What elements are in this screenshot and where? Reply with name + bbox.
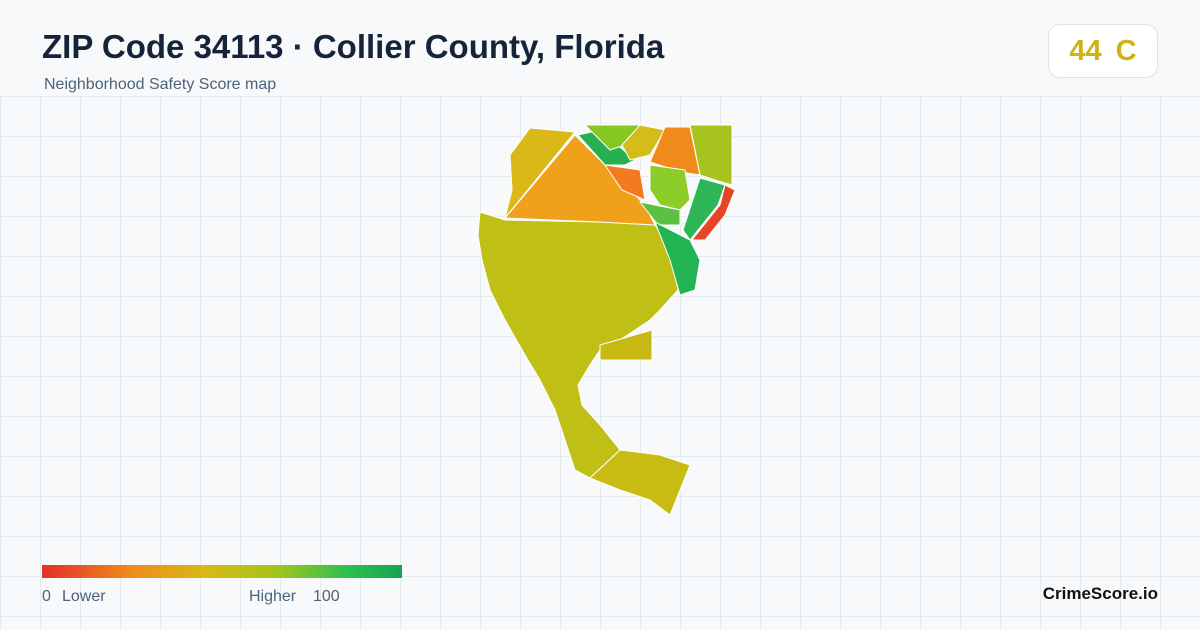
legend-max-label: Higher bbox=[249, 588, 297, 605]
legend-min-label: Lower bbox=[62, 588, 106, 605]
region bbox=[639, 201, 681, 226]
region bbox=[689, 124, 733, 186]
region bbox=[504, 127, 576, 219]
legend-max: 100 bbox=[313, 588, 340, 605]
header: ZIP Code 34113 · Collier County, Florida… bbox=[0, 0, 1200, 96]
region bbox=[649, 126, 701, 176]
region bbox=[649, 164, 691, 211]
region bbox=[604, 164, 646, 201]
region bbox=[621, 124, 666, 161]
legend-min: 0 bbox=[42, 588, 51, 605]
score-badge: 44 C bbox=[1048, 24, 1158, 78]
score: 44 bbox=[1069, 34, 1102, 67]
region bbox=[599, 329, 653, 361]
region bbox=[589, 449, 691, 516]
brand: CrimeScore.io bbox=[1042, 584, 1158, 603]
title: ZIP Code 34113 · Collier County, Florida bbox=[42, 28, 665, 65]
region bbox=[654, 221, 701, 296]
legend-gradient bbox=[42, 565, 402, 578]
grade: C bbox=[1115, 34, 1137, 67]
subtitle: Neighborhood Safety Score map bbox=[44, 76, 277, 93]
region bbox=[682, 177, 726, 241]
region bbox=[691, 184, 736, 241]
